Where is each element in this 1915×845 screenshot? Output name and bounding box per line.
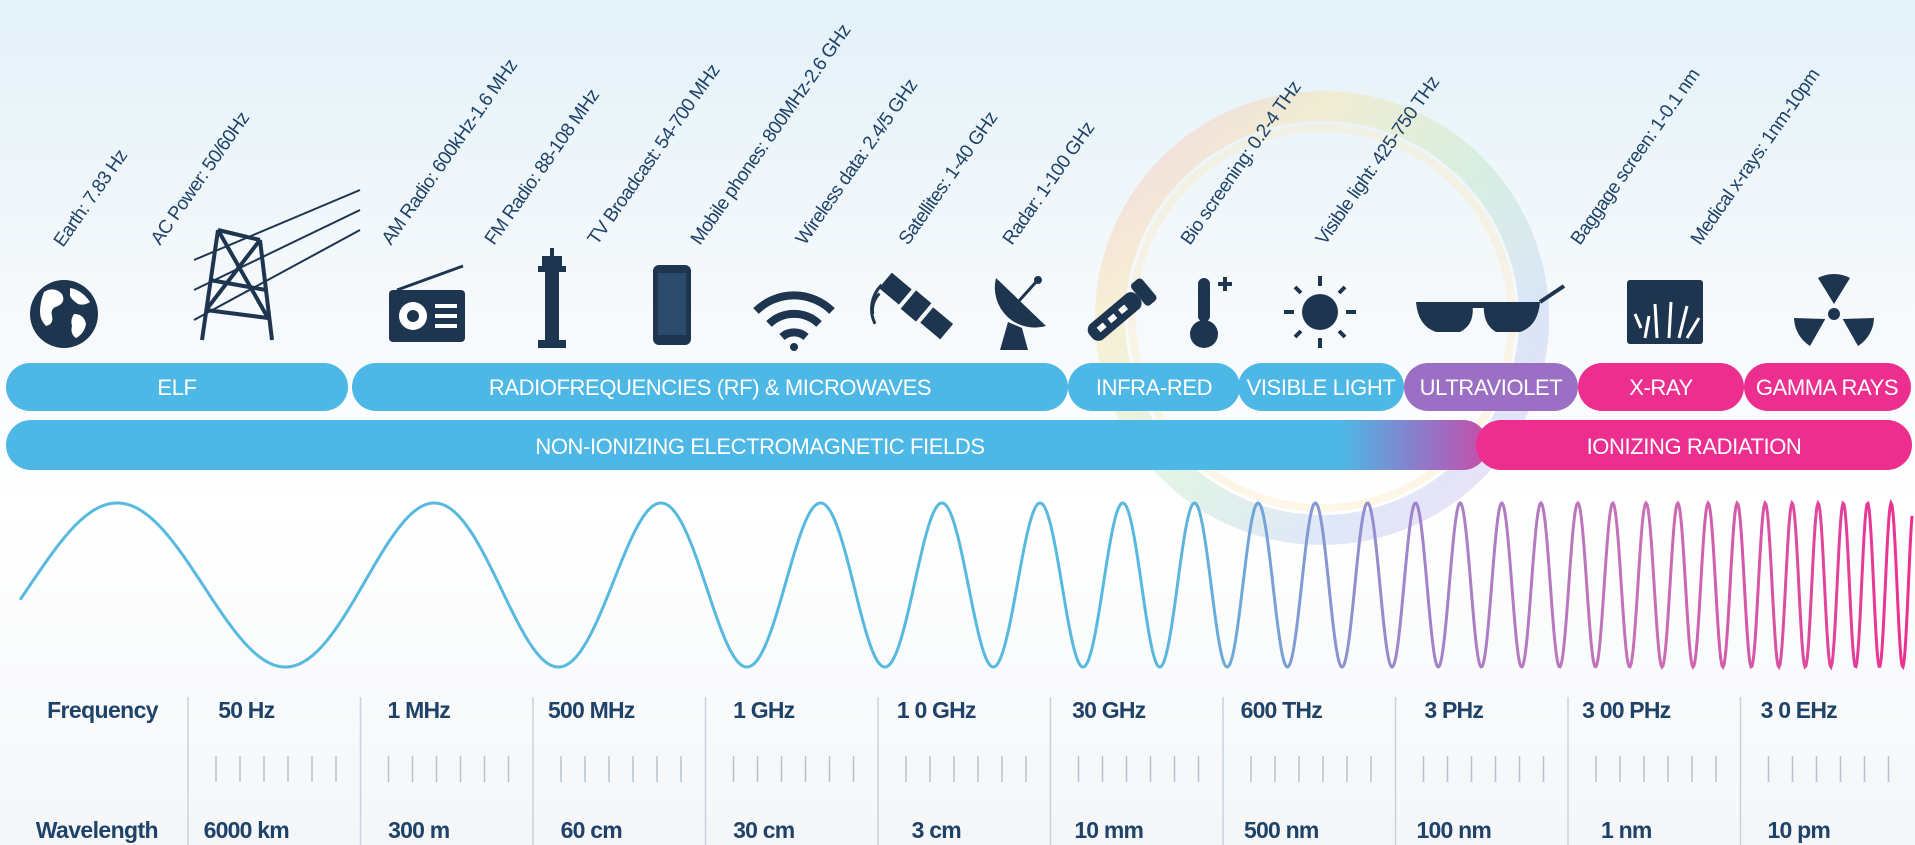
- smartphone-icon: [653, 265, 691, 345]
- source-label: Radar: 1-100 GHz: [999, 118, 1099, 249]
- frequency-value: 1 0 GHz: [897, 697, 976, 723]
- frequency-value: 3 00 PHz: [1582, 697, 1671, 723]
- satellite-icon: [870, 272, 954, 340]
- wavelength-value: 60 cm: [561, 817, 623, 843]
- wavelength-value: 6000 km: [204, 817, 290, 843]
- wavelength-value: 3 cm: [912, 817, 962, 843]
- frequency-value: 600 THz: [1241, 697, 1323, 723]
- band-label: VISIBLE LIGHT: [1247, 375, 1396, 400]
- wavelength-value: 500 nm: [1244, 817, 1319, 843]
- source-label: Baggage screen: 1-0.1 nm: [1567, 65, 1704, 249]
- frequency-value: 3 PHz: [1424, 697, 1483, 723]
- band-elf: ELF: [6, 363, 348, 411]
- radiation-icon: [1794, 274, 1874, 346]
- wavelength-value: 30 cm: [733, 817, 795, 843]
- sun-icon: [1284, 276, 1356, 348]
- frequency-row-label: Frequency: [47, 697, 159, 723]
- band-label: ELF: [157, 375, 196, 400]
- radio-icon: [389, 264, 465, 342]
- sunglasses-icon: [1416, 284, 1566, 332]
- source-label: Satellites: 1-40 GHz: [895, 108, 1002, 249]
- band-ultraviolet: ULTRAVIOLET: [1404, 363, 1578, 411]
- source-labels: Earth: 7.83 Hz AC Power: 50/60Hz AM Radi…: [50, 21, 1824, 251]
- wifi-icon: [753, 291, 835, 351]
- xray-hand-icon: [1627, 280, 1703, 344]
- frequency-wavelength-table: Frequency Wavelength 50 Hz 6000 km 1 MHz 30…: [36, 697, 1890, 845]
- frequency-value: 1 GHz: [733, 697, 794, 723]
- band-infra-red: INFRA-RED: [1068, 363, 1240, 411]
- band-label: ULTRAVIOLET: [1420, 375, 1563, 400]
- band-label: INFRA-RED: [1096, 375, 1212, 400]
- band-label: RADIOFREQUENCIES (RF) & MICROWAVES: [489, 375, 931, 400]
- radar-dish-icon: [994, 276, 1046, 350]
- frequency-value: 30 GHz: [1072, 697, 1145, 723]
- wavelength-value: 1 nm: [1601, 817, 1652, 843]
- source-label: Wireless data: 2.4/5 GHz: [792, 76, 922, 249]
- source-label: AC Power: 50/60Hz: [147, 108, 254, 248]
- band-gamma-rays: GAMMA RAYS: [1744, 363, 1911, 411]
- wavelength-value: 10 mm: [1074, 817, 1143, 843]
- source-label: Medical x-rays: 1nm-10pm: [1687, 65, 1824, 249]
- infrared-scanner-icon: [1087, 278, 1157, 341]
- power-line-tower-icon: [193, 189, 361, 341]
- category-ionizing: IONIZING RADIATION: [1476, 420, 1912, 470]
- band-x-ray: X-RAY: [1578, 363, 1744, 411]
- category-non-ionizing: NON-IONIZING ELECTROMAGNETIC FIELDS: [6, 420, 1488, 470]
- frequency-value: 500 MHz: [548, 697, 635, 723]
- wavelength-value: 300 m: [388, 817, 450, 843]
- source-label: FM Radio: 88-108 MHz: [481, 86, 604, 249]
- broadcast-tower-icon: [538, 248, 566, 348]
- wavelength-value: 10 pm: [1768, 817, 1831, 843]
- frequency-value: 3 0 EHz: [1761, 697, 1838, 723]
- wavelength-value: 100 nm: [1417, 817, 1492, 843]
- frequency-value: 50 Hz: [218, 697, 274, 723]
- band-visible-light: VISIBLE LIGHT: [1238, 363, 1404, 411]
- band-label: GAMMA RAYS: [1756, 375, 1898, 400]
- category-label: IONIZING RADIATION: [1587, 434, 1802, 459]
- wavelength-row-label: Wavelength: [36, 817, 158, 843]
- category-label: NON-IONIZING ELECTROMAGNETIC FIELDS: [535, 434, 984, 459]
- band-label: X-RAY: [1629, 375, 1693, 400]
- band-rf-microwaves: RADIOFREQUENCIES (RF) & MICROWAVES: [352, 363, 1068, 411]
- source-label: Earth: 7.83 Hz: [50, 146, 132, 251]
- wave-line: [18, 498, 1914, 671]
- earth-globe-icon: [30, 280, 98, 348]
- thermometer-icon: [1190, 277, 1232, 348]
- frequency-value: 1 MHz: [388, 697, 451, 723]
